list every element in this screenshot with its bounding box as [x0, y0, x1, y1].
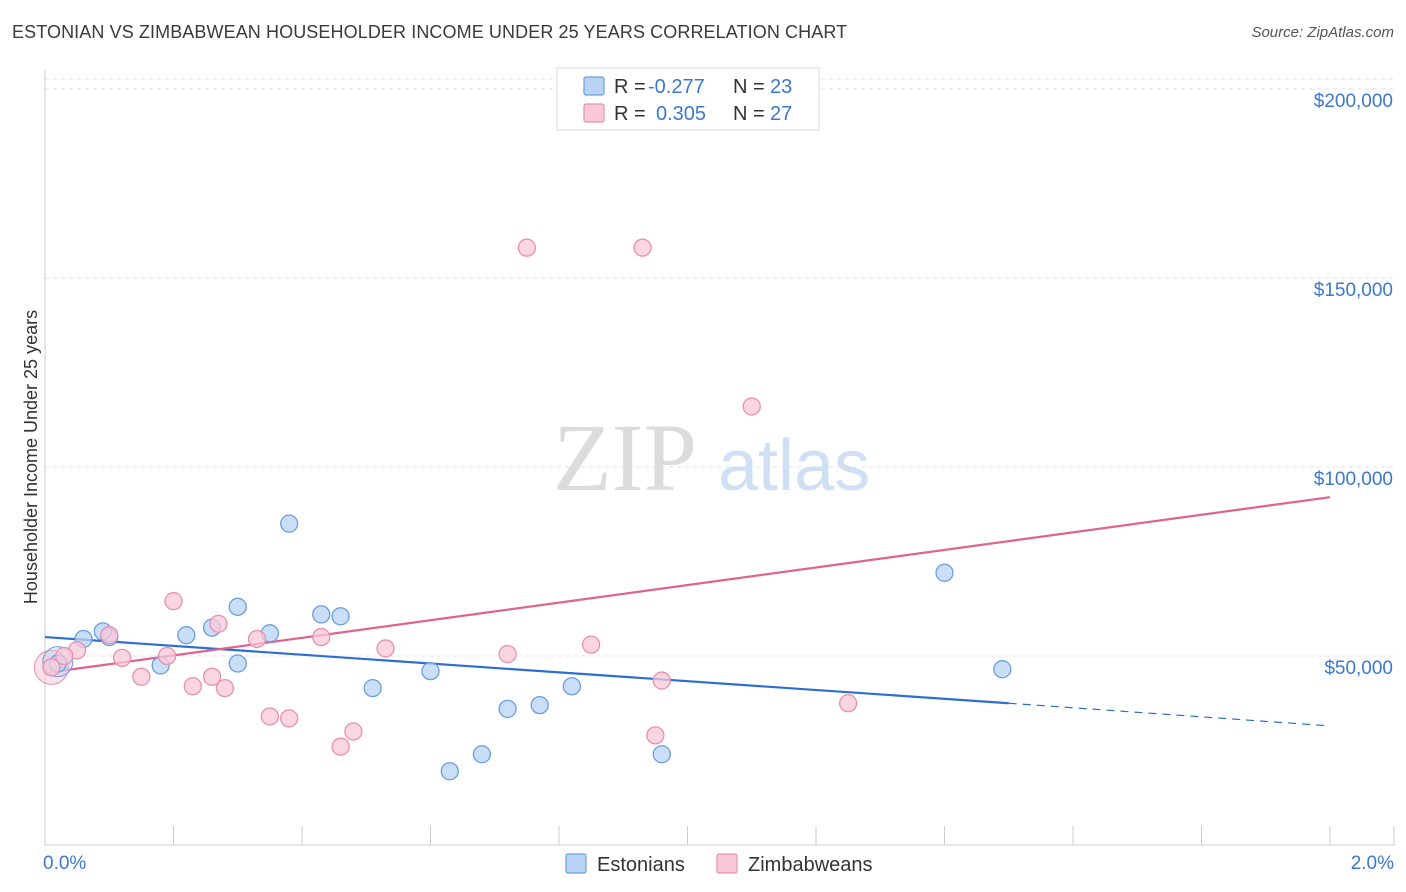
- point-zimbabweans-14: [376, 639, 395, 658]
- point-zimbabweans-7: [215, 678, 235, 698]
- y-tick-label-200000: $200,000: [1314, 91, 1393, 112]
- chart-title: ESTONIAN VS ZIMBABWEAN HOUSEHOLDER INCOM…: [12, 22, 848, 42]
- point-zimbabweans-13: [344, 722, 363, 741]
- grid-lines: [45, 78, 1395, 657]
- point-zimbabweans-9: [260, 707, 280, 726]
- point-zimbabweans-6: [183, 677, 202, 696]
- trend-line-estonians-extension: [1008, 702, 1331, 727]
- series-legend: Estonians Zimbabweans: [565, 853, 873, 876]
- stats-legend-n-value-zimbabweans: 27: [770, 103, 792, 125]
- point-estonians-11: [421, 661, 440, 681]
- stats-legend-r-value-zimbabweans: 0.305: [656, 103, 706, 125]
- point-estonians-8: [312, 605, 331, 624]
- y-tick-label-50000: $50,000: [1324, 658, 1393, 679]
- point-zimbabweans-10: [279, 709, 299, 728]
- x-tick-label-min: 0.0%: [43, 853, 86, 874]
- point-zimbabweans-21: [742, 397, 761, 416]
- stats-legend-n-label-estonians: N =: [733, 76, 765, 98]
- point-zimbabweans-2: [100, 626, 119, 645]
- point-zimbabweans-4: [132, 667, 151, 686]
- point-zimbabweans-16: [517, 238, 537, 257]
- point-zimbabweans-25: [157, 646, 177, 666]
- point-estonians-9: [331, 607, 350, 626]
- point-zimbabweans-19: [646, 726, 665, 745]
- point-estonians-22: [228, 654, 247, 673]
- point-zimbabweans-17: [581, 635, 601, 654]
- point-estonians-7: [279, 514, 299, 533]
- point-zimbabweans-15: [498, 644, 517, 664]
- series-legend-swatch-zimbabweans: [716, 853, 738, 874]
- data-points: [33, 238, 1012, 781]
- point-zimbabweans-5: [164, 592, 183, 611]
- point-zimbabweans-26: [55, 646, 74, 666]
- point-estonians-19: [993, 660, 1012, 679]
- point-estonians-3: [177, 626, 196, 645]
- series-legend-swatch-estonians: [565, 853, 587, 874]
- y-axis-label: Householder Income Under 25 years: [21, 310, 41, 604]
- watermark-atlas: atlas: [718, 426, 870, 506]
- y-tick-label-100000: $100,000: [1314, 469, 1393, 490]
- point-estonians-13: [472, 745, 492, 764]
- chart-source: Source: ZipAtlas.com: [1251, 24, 1394, 41]
- point-zimbabweans-20: [652, 671, 671, 690]
- trend-line-zimbabweans: [44, 496, 1331, 675]
- stats-legend-n-label-zimbabweans: N =: [733, 103, 765, 125]
- point-zimbabweans-12: [331, 737, 350, 756]
- point-estonians-10: [363, 678, 382, 698]
- point-estonians-16: [562, 677, 581, 696]
- stats-legend-r-label-estonians: R =: [614, 76, 646, 98]
- point-estonians-18: [935, 563, 954, 582]
- point-estonians-17: [652, 745, 671, 764]
- x-tick-label-max: 2.0%: [1351, 853, 1394, 874]
- series-legend-label-zimbabweans: Zimbabweans: [748, 854, 873, 876]
- trend-line-estonians: [44, 635, 1009, 705]
- watermark: ZIP atlas: [553, 404, 870, 511]
- stats-legend-swatch-estonians: [583, 76, 605, 96]
- stats-legend-r-label-zimbabweans: R =: [614, 103, 646, 125]
- point-zimbabweans-24: [202, 667, 222, 686]
- point-zimbabweans-11: [312, 627, 331, 647]
- point-zimbabweans-18: [633, 238, 652, 257]
- stats-legend: R = -0.277 N = 23 R = 0.305 N = 27: [556, 67, 820, 131]
- point-zimbabweans-3: [112, 648, 132, 668]
- point-zimbabweans-0: [42, 658, 61, 677]
- point-estonians-14: [498, 699, 517, 719]
- watermark-zip: ZIP: [553, 404, 697, 511]
- series-legend-label-estonians: Estonians: [597, 854, 685, 876]
- y-tick-label-150000: $150,000: [1314, 280, 1393, 301]
- stats-legend-n-value-estonians: 23: [770, 76, 792, 98]
- stats-legend-swatch-zimbabweans: [583, 103, 605, 123]
- point-estonians-5: [228, 597, 247, 616]
- axis-labels: $50,000 $100,000 $150,000 $200,000 0.0% 2.0% H…: [21, 91, 1394, 874]
- stats-legend-r-value-estonians: -0.277: [648, 76, 705, 98]
- axes: [44, 70, 1395, 846]
- point-estonians-15: [530, 695, 549, 715]
- point-estonians-12: [440, 762, 459, 781]
- point-zimbabweans-8: [247, 629, 267, 649]
- point-zimbabweans-22: [838, 694, 858, 713]
- point-zimbabweans-23: [209, 614, 228, 633]
